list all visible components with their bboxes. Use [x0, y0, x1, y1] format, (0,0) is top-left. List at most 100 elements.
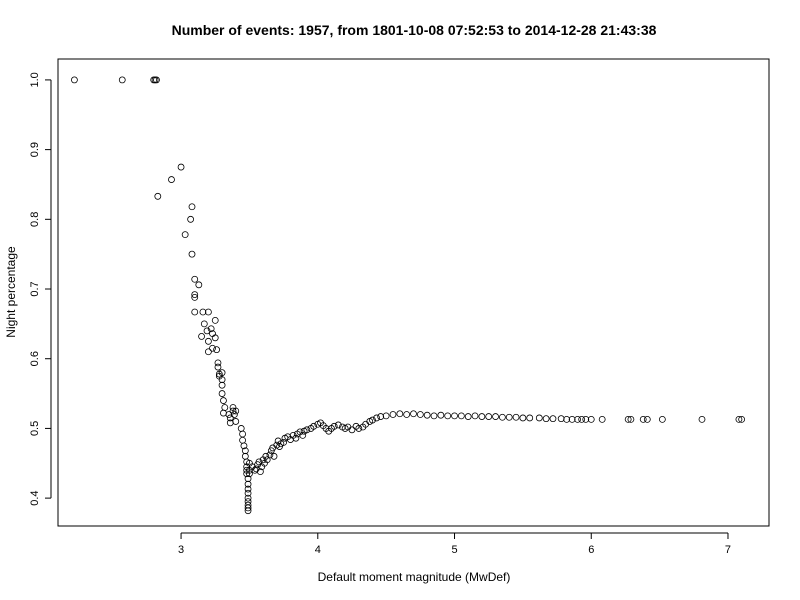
data-point	[299, 431, 307, 439]
data-point	[191, 308, 199, 316]
data-point	[218, 376, 226, 384]
data-point	[204, 308, 212, 316]
x-tick-label: 3	[178, 544, 184, 556]
data-point	[237, 425, 245, 432]
data-point	[198, 333, 205, 340]
data-point	[423, 411, 431, 419]
data-point	[244, 494, 252, 502]
data-point	[221, 404, 229, 411]
data-point	[303, 426, 311, 434]
data-point	[464, 413, 472, 420]
data-point	[430, 412, 438, 420]
data-point	[229, 407, 237, 415]
data-point	[526, 414, 534, 422]
data-point	[244, 501, 252, 509]
data-point	[203, 327, 211, 335]
data-point	[214, 359, 222, 367]
data-point	[188, 250, 196, 258]
data-point	[218, 381, 226, 389]
data-point	[330, 422, 338, 430]
data-point	[557, 415, 565, 423]
data-point	[118, 76, 126, 84]
data-point	[207, 325, 215, 333]
data-point	[213, 346, 221, 354]
data-point	[519, 414, 527, 422]
data-point	[410, 410, 417, 418]
data-point	[643, 415, 651, 423]
data-point	[195, 281, 203, 289]
data-point	[542, 415, 550, 423]
data-point	[230, 411, 238, 418]
data-point	[226, 414, 234, 422]
data-point	[382, 412, 390, 420]
data-point	[355, 425, 363, 432]
data-point	[457, 412, 465, 420]
data-point	[310, 422, 318, 430]
data-point	[71, 76, 78, 84]
data-point	[270, 452, 278, 460]
data-point	[188, 203, 196, 211]
data-point	[658, 415, 666, 423]
data-point	[262, 452, 270, 460]
y-tick-label: 0.8	[29, 212, 41, 227]
data-point	[191, 291, 199, 298]
data-point	[181, 231, 189, 239]
data-point	[582, 415, 590, 423]
x-tick-label: 6	[588, 544, 594, 556]
data-point	[574, 415, 581, 423]
data-point	[214, 363, 222, 371]
data-point	[587, 415, 595, 423]
data-point	[244, 475, 252, 483]
data-point	[218, 390, 226, 397]
x-tick-label: 5	[451, 544, 457, 556]
data-point	[177, 163, 185, 171]
data-point	[437, 411, 445, 419]
data-point	[451, 412, 458, 420]
data-point	[478, 413, 486, 420]
data-point	[624, 415, 632, 423]
data-point	[348, 426, 356, 434]
y-tick-label: 0.9	[29, 142, 41, 157]
x-tick-label: 4	[315, 544, 321, 556]
data-point	[240, 442, 248, 450]
data-point	[220, 409, 227, 417]
y-tick-label: 0.4	[29, 490, 41, 505]
y-tick-label: 0.7	[29, 281, 41, 296]
data-point	[204, 337, 212, 345]
data-point	[485, 413, 493, 420]
data-point	[244, 485, 252, 493]
data-point	[256, 468, 264, 476]
data-point	[244, 498, 252, 506]
data-point	[232, 407, 240, 415]
data-point	[220, 397, 227, 404]
data-point	[209, 344, 216, 352]
data-point	[403, 411, 411, 418]
data-point	[225, 411, 233, 418]
data-point	[416, 411, 424, 418]
data-point	[549, 415, 557, 423]
x-axis: 3 4 5 6 7	[178, 532, 731, 556]
data-point	[266, 451, 274, 459]
data-point	[738, 415, 746, 423]
data-point	[292, 434, 300, 442]
data-point	[244, 504, 252, 512]
y-axis: 0.4 0.5 0.6 0.7 0.8 0.9 1.0	[29, 72, 52, 506]
data-point	[639, 415, 647, 423]
data-point	[627, 415, 635, 423]
data-point	[498, 413, 506, 421]
x-axis-label: Default moment magnitude (MwDef)	[318, 570, 511, 584]
data-point	[151, 76, 159, 84]
data-point	[218, 369, 226, 377]
data-point	[280, 438, 288, 446]
data-point	[471, 412, 479, 420]
data-point	[334, 421, 342, 429]
data-point	[244, 480, 252, 488]
data-point	[389, 411, 397, 418]
data-point	[246, 470, 253, 478]
data-point	[512, 413, 520, 421]
data-point	[211, 334, 219, 342]
data-point	[535, 414, 543, 422]
data-point	[211, 316, 219, 324]
data-point	[168, 176, 175, 183]
data-point	[244, 507, 252, 515]
